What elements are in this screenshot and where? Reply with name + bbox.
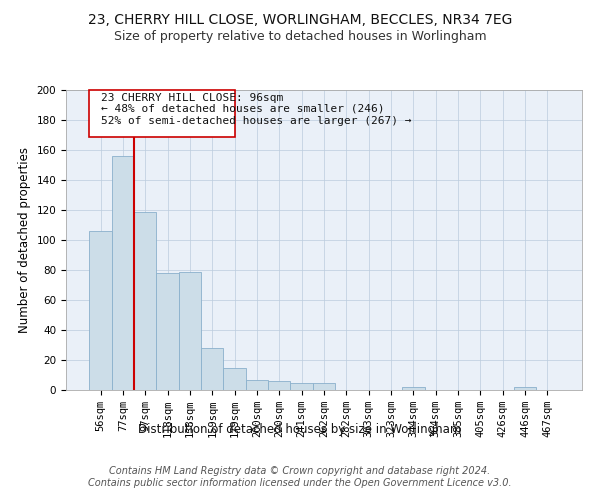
- Bar: [201, 348, 223, 390]
- Bar: [112, 156, 134, 390]
- Bar: [268, 381, 290, 390]
- Text: 52% of semi-detached houses are larger (267) →: 52% of semi-detached houses are larger (…: [101, 116, 411, 126]
- Bar: [246, 380, 268, 390]
- Text: Contains HM Land Registry data © Crown copyright and database right 2024.
Contai: Contains HM Land Registry data © Crown c…: [88, 466, 512, 487]
- Bar: [89, 231, 112, 390]
- Bar: [157, 273, 179, 390]
- Bar: [134, 212, 157, 390]
- Text: Size of property relative to detached houses in Worlingham: Size of property relative to detached ho…: [113, 30, 487, 43]
- Text: 23 CHERRY HILL CLOSE: 96sqm: 23 CHERRY HILL CLOSE: 96sqm: [101, 93, 283, 103]
- Bar: [223, 368, 246, 390]
- FancyBboxPatch shape: [89, 90, 235, 136]
- Bar: [514, 387, 536, 390]
- Text: 23, CHERRY HILL CLOSE, WORLINGHAM, BECCLES, NR34 7EG: 23, CHERRY HILL CLOSE, WORLINGHAM, BECCL…: [88, 12, 512, 26]
- Bar: [313, 382, 335, 390]
- Bar: [179, 272, 201, 390]
- Bar: [290, 382, 313, 390]
- Text: ← 48% of detached houses are smaller (246): ← 48% of detached houses are smaller (24…: [101, 104, 384, 114]
- Text: Distribution of detached houses by size in Worlingham: Distribution of detached houses by size …: [139, 422, 461, 436]
- Y-axis label: Number of detached properties: Number of detached properties: [18, 147, 31, 333]
- Bar: [402, 387, 425, 390]
